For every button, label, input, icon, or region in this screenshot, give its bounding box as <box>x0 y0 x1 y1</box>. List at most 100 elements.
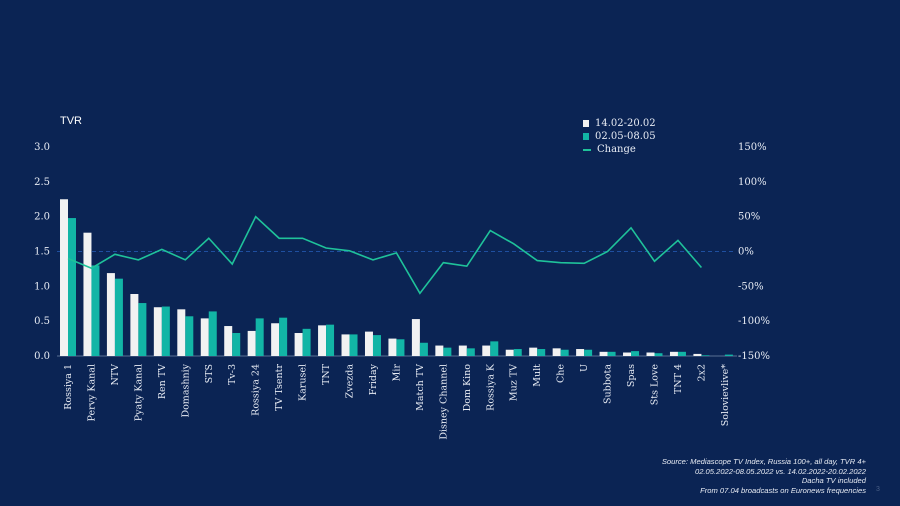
source-line: Source: Mediascope TV Index, Russia 100+… <box>661 457 866 466</box>
y-tick-label: 0.5 <box>34 316 50 327</box>
y-tick-label: 2.0 <box>34 212 50 223</box>
source-line: From 07.04 broadcasts on Euronews freque… <box>700 485 866 495</box>
bar-period1 <box>646 352 655 356</box>
bar-period1 <box>458 345 467 356</box>
bar-period2 <box>185 316 194 356</box>
source-note: Source: Mediascope TV Index, Russia 100+… <box>662 457 866 495</box>
source-line: 02.05.2022-08.05.2022 vs. 14.02.2022-20.… <box>694 466 866 476</box>
bar-period2 <box>677 351 686 356</box>
y-tick-label: 0.0 <box>34 351 50 362</box>
x-tick-label: Tv-3 <box>227 364 238 385</box>
bar-period2 <box>513 349 522 356</box>
x-tick-label: Friday <box>368 363 379 395</box>
bar-period2 <box>584 349 593 356</box>
x-tick-label: TV Tsentr <box>274 364 285 411</box>
x-tick-label: NTV <box>110 364 121 386</box>
x-tick-label: Pyaty Kanal <box>133 364 144 421</box>
change-line <box>67 215 703 295</box>
bar-period1 <box>318 325 327 356</box>
bar-period2 <box>138 303 147 356</box>
bar-period2 <box>466 348 475 356</box>
bar-period1 <box>130 293 139 356</box>
legend-item: Change <box>583 143 656 156</box>
bar-period2 <box>302 328 311 356</box>
bar-period2 <box>537 349 546 356</box>
x-tick-label: Rossiya K <box>485 363 496 411</box>
page-number: 3 <box>876 486 880 493</box>
y2-tick-label: 150% <box>738 142 767 153</box>
bar-period2 <box>326 324 335 356</box>
legend-label: 02.05-08.05 <box>595 131 656 142</box>
bar-period1 <box>435 345 444 356</box>
x-tick-label: TNT <box>321 363 332 385</box>
x-tick-label: Che <box>556 364 567 383</box>
source-line: Dacha TV included <box>801 476 866 485</box>
x-tick-label: Mult <box>532 364 543 387</box>
x-tick-label: Karusel <box>298 364 309 401</box>
y-axis-title: TVR <box>60 115 82 127</box>
bar-period1 <box>552 348 561 356</box>
legend-item: 14.02-20.02 <box>583 117 656 130</box>
y2-tick-label: -50% <box>738 281 764 292</box>
bar-period1 <box>364 331 373 356</box>
bar-period1 <box>599 351 608 356</box>
bar-period1 <box>177 309 186 356</box>
bar-period2 <box>114 278 123 356</box>
bar-period1 <box>576 349 585 356</box>
bar-period1 <box>200 318 209 356</box>
bar-period2 <box>68 218 76 356</box>
bar-period2 <box>560 349 569 356</box>
bar-period2 <box>396 339 405 356</box>
bar-period1 <box>529 347 538 356</box>
legend: 14.02-20.02 02.05-08.05 Change <box>583 117 656 156</box>
x-tick-label: Match TV <box>415 364 426 411</box>
x-tick-label: Sts Love <box>650 364 661 406</box>
bar-period2 <box>91 265 100 356</box>
legend-label: Change <box>597 144 636 155</box>
bar-period1 <box>106 273 115 356</box>
bar-period1 <box>482 345 491 356</box>
bar-period2 <box>161 306 170 356</box>
bar-period2 <box>372 335 381 356</box>
x-tick-label: Rossiya 1 <box>63 364 74 410</box>
x-tick-label: Rossiya 24 <box>251 364 262 416</box>
bar-period2 <box>490 341 499 356</box>
y-tick-label: 2.5 <box>34 177 50 188</box>
x-tick-label: Zvezda <box>345 364 356 399</box>
bar-period2 <box>701 355 710 356</box>
x-tick-label: TNT 4 <box>673 364 684 394</box>
y2-tick-label: 50% <box>738 212 760 223</box>
bar-period1 <box>247 330 256 356</box>
bar-period2 <box>279 317 288 356</box>
x-tick-label: Pervy Kanal <box>86 364 97 421</box>
x-tick-label: Dom Kino <box>462 364 473 412</box>
x-tick-label: U <box>579 364 590 372</box>
bar-period1 <box>693 353 702 356</box>
y2-tick-label: -150% <box>738 351 770 362</box>
y2-tick-label: 0% <box>738 247 754 258</box>
legend-line <box>583 148 591 151</box>
legend-swatch <box>583 133 589 140</box>
bar-period2 <box>607 351 616 356</box>
x-tick-label: Solovievlive* <box>720 364 731 426</box>
bar-period2 <box>631 351 640 356</box>
y-tick-label: 3.0 <box>34 142 50 153</box>
x-tick-label: Domashniy <box>180 363 191 417</box>
bar-period2 <box>419 342 428 356</box>
bar-period2 <box>654 353 663 356</box>
bar-period1 <box>224 326 233 356</box>
legend-label: 14.02-20.02 <box>595 118 656 129</box>
x-tick-label: Muz TV <box>509 364 520 401</box>
bar-period1 <box>505 349 514 356</box>
y-tick-label: 1.0 <box>34 281 50 292</box>
y-tick-label: 1.5 <box>34 247 50 258</box>
bar-period1 <box>271 323 280 356</box>
y2-tick-label: 100% <box>738 177 767 188</box>
bar-period1 <box>669 351 678 356</box>
x-tick-label: 2x2 <box>696 364 707 381</box>
bar-period2 <box>724 354 733 356</box>
bar-period1 <box>294 333 303 356</box>
x-tick-label: Disney Channel <box>438 364 449 440</box>
bar-period1 <box>623 352 632 356</box>
y2-tick-label: -100% <box>738 316 770 327</box>
